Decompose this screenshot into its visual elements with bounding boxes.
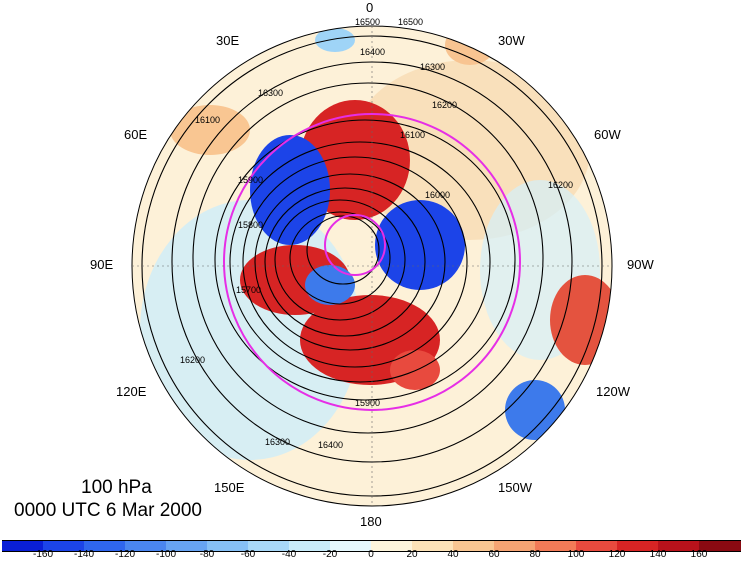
- contour-label: 16100: [195, 115, 221, 125]
- colorbar-swatch: [207, 540, 249, 552]
- colorbar-swatch: [248, 540, 290, 552]
- contour-label: 16200: [180, 355, 206, 365]
- colorbar-swatch: [576, 540, 618, 552]
- colorbar-swatch: [125, 540, 167, 552]
- colorbar-swatch: [2, 540, 44, 552]
- lon-label-120w: 120W: [596, 384, 630, 399]
- colorbar-tick-label: 120: [608, 549, 626, 560]
- colorbar-swatch: [371, 540, 413, 552]
- lon-label-150w: 150W: [498, 480, 532, 495]
- colorbar-swatch: [289, 540, 331, 552]
- lon-label-60w: 60W: [594, 127, 621, 142]
- colorbar-tick-label: -100: [155, 549, 176, 560]
- colorbar-swatch: [658, 540, 700, 552]
- caption-time: 0000 UTC 6 Mar 2000: [14, 500, 202, 521]
- colorbar-tick-label: -20: [322, 549, 338, 560]
- lon-label-180: 180: [360, 514, 382, 529]
- contour-label: 16300: [258, 88, 284, 98]
- lon-label-120e: 120E: [116, 384, 147, 399]
- contour-label: 16300: [420, 62, 446, 72]
- colorbar-swatch: [412, 540, 454, 552]
- graticule: [132, 26, 612, 506]
- contour-label: 16400: [318, 440, 344, 450]
- contour-label: 15900: [238, 175, 264, 185]
- contour-label: 16500: [355, 17, 381, 27]
- colorbar-swatch: [699, 540, 741, 552]
- lon-label-30w: 30W: [498, 33, 525, 48]
- caption-level: 100 hPa: [81, 477, 152, 498]
- colorbar-tick-label: 140: [649, 549, 667, 560]
- contour-label: 16400: [360, 47, 386, 57]
- colorbar-swatch: [453, 540, 495, 552]
- contour-label: 15900: [355, 398, 381, 408]
- colorbar-tick-label: -80: [199, 549, 215, 560]
- lon-label-60e: 60E: [124, 127, 148, 142]
- contour-label: 15700: [236, 285, 262, 295]
- colorbar-tick-label: 160: [690, 549, 708, 560]
- colorbar-tick-label: -120: [114, 549, 135, 560]
- lon-label-90e: 90E: [90, 257, 114, 272]
- colorbar-tick-label: 0: [368, 549, 374, 560]
- colorbar-tick-label: -140: [73, 549, 94, 560]
- colorbar-swatch: [166, 540, 208, 552]
- reference-circles: [223, 113, 521, 411]
- colorbar-tick-label: -60: [240, 549, 256, 560]
- colorbar-tick-label: 80: [529, 549, 541, 560]
- colorbar-swatch: [535, 540, 577, 552]
- contour-label: 16500: [398, 17, 424, 27]
- colorbar-tick-label: 40: [447, 549, 459, 560]
- colorbar-tick-label: -40: [281, 549, 297, 560]
- lon-label-30e: 30E: [216, 33, 240, 48]
- contour-label: 16300: [265, 437, 291, 447]
- lon-label-150e: 150E: [214, 480, 245, 495]
- colorbar-swatch: [494, 540, 536, 552]
- contour-label: 16200: [432, 100, 458, 110]
- colorbar-swatch: [84, 540, 126, 552]
- contour-label: 16200: [548, 180, 574, 190]
- lon-label-0: 0: [366, 0, 374, 15]
- colorbar-swatch: [43, 540, 85, 552]
- contour-label: 16100: [400, 130, 426, 140]
- contour-label: 15800: [238, 220, 264, 230]
- colorbar-tick-label: 100: [567, 549, 585, 560]
- colorbar-tick-label: 20: [406, 549, 418, 560]
- colorbar-swatch: [330, 540, 372, 552]
- lon-label-90w: 90W: [627, 257, 654, 272]
- colorbar-swatch: [617, 540, 659, 552]
- colorbar-tick-label: -160: [32, 549, 53, 560]
- contour-label: 16000: [425, 190, 451, 200]
- colorbar-tick-label: 60: [488, 549, 500, 560]
